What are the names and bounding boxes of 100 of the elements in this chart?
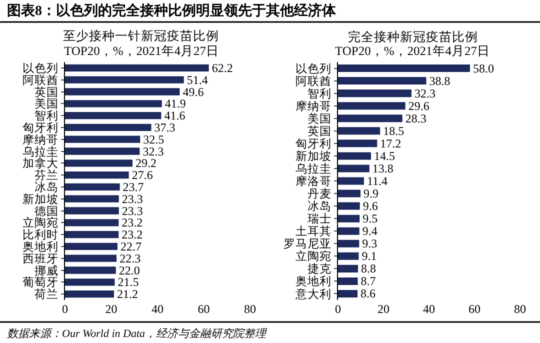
y-tick-label: 美国 <box>34 96 59 111</box>
x-tick-label: 20 <box>105 302 118 316</box>
y-tick-label: 立陶宛 <box>296 249 332 264</box>
y-tick-label: 德国 <box>34 204 59 218</box>
y-tick-label: 葡萄牙 <box>22 276 59 290</box>
data-label: 49.6 <box>182 84 204 99</box>
data-label: 29.6 <box>408 98 430 113</box>
y-tick-label: 荷兰 <box>34 287 59 302</box>
bar <box>338 77 426 85</box>
y-tick-label: 瑞士 <box>308 212 332 226</box>
y-tick-label: 冰岛 <box>34 180 59 194</box>
data-label: 23.3 <box>122 192 143 206</box>
x-tick-label: 0 <box>335 302 341 316</box>
y-tick-label: 乌拉圭 <box>296 162 332 176</box>
bar <box>338 164 370 172</box>
bar <box>65 254 117 262</box>
data-label: 41.9 <box>164 96 186 111</box>
bar <box>65 230 119 238</box>
data-label: 13.8 <box>372 161 394 176</box>
data-label: 8.6 <box>360 286 376 301</box>
data-label: 23.2 <box>122 216 143 230</box>
data-label: 32.5 <box>143 132 164 146</box>
bar <box>65 88 180 96</box>
bar <box>338 152 371 160</box>
bar <box>338 177 364 185</box>
y-tick-label: 乌拉圭 <box>22 145 59 158</box>
bar <box>65 64 209 72</box>
y-tick-label: 罗马尼亚 <box>284 238 332 251</box>
bar <box>338 114 402 122</box>
data-label: 27.6 <box>132 168 153 182</box>
data-label: 9.9 <box>364 186 379 201</box>
data-label: 51.4 <box>186 72 208 87</box>
y-tick-label: 英国 <box>308 124 332 138</box>
y-tick-label: 土耳其 <box>296 225 332 238</box>
bar <box>338 190 361 198</box>
bar <box>338 102 406 110</box>
bar <box>65 136 140 143</box>
x-tick-label: 80 <box>514 302 526 316</box>
data-label: 58.0 <box>472 61 494 76</box>
bar <box>338 290 358 298</box>
y-tick-label: 奥地利 <box>22 240 59 254</box>
bar <box>338 214 360 222</box>
bar <box>65 242 118 250</box>
data-label: 14.5 <box>374 148 395 163</box>
bar <box>65 278 115 286</box>
data-label: 23.3 <box>122 204 143 218</box>
data-label: 21.2 <box>117 287 138 302</box>
y-tick-label: 芬兰 <box>34 168 59 182</box>
y-tick-label: 以色列 <box>296 62 332 76</box>
data-label: 22.7 <box>120 239 142 254</box>
data-label: 38.8 <box>429 74 450 88</box>
chart-title: 至少接种一针新冠疫苗比例 <box>63 29 219 43</box>
x-tick-label: 60 <box>198 302 210 316</box>
y-tick-label: 捷克 <box>308 262 332 276</box>
data-label: 23.7 <box>122 180 144 194</box>
data-label: 29.2 <box>136 156 157 170</box>
data-label: 37.3 <box>154 120 176 134</box>
data-label: 22.0 <box>118 263 140 278</box>
chart-subtitle: TOP20，%，2021年4月27日 <box>335 44 490 58</box>
data-label: 9.3 <box>362 236 378 251</box>
bar <box>65 171 129 179</box>
bar <box>338 264 358 272</box>
data-label: 17.2 <box>380 136 402 150</box>
bar <box>338 64 470 72</box>
data-label: 32.3 <box>414 86 436 100</box>
y-tick-label: 意大利 <box>294 288 332 301</box>
y-tick-label: 阿联酋 <box>296 74 332 88</box>
data-label: 11.4 <box>366 174 388 188</box>
data-label: 22.3 <box>120 251 141 266</box>
data-label: 18.5 <box>383 124 404 138</box>
bar <box>65 124 152 132</box>
bar <box>338 140 378 148</box>
y-tick-label: 奥地利 <box>296 275 332 288</box>
y-tick-label: 阿联酋 <box>22 74 59 87</box>
bar <box>338 277 358 285</box>
bar <box>65 195 119 202</box>
x-tick-label: 20 <box>378 302 390 316</box>
data-label: 62.2 <box>212 60 233 75</box>
data-label: 9.4 <box>362 224 378 238</box>
x-tick-label: 40 <box>423 302 435 316</box>
y-tick-label: 以色列 <box>22 62 59 75</box>
data-label: 23.2 <box>122 228 143 242</box>
y-tick-label: 摩纳哥 <box>22 132 59 146</box>
data-label: 8.8 <box>361 262 376 276</box>
data-label: 28.3 <box>405 111 426 126</box>
y-tick-label: 立陶宛 <box>22 216 59 230</box>
data-label: 9.1 <box>362 249 377 264</box>
x-tick-label: 40 <box>152 302 164 316</box>
y-tick-label: 西班牙 <box>22 252 59 266</box>
bar <box>338 227 360 235</box>
y-tick-label: 比利时 <box>22 228 59 242</box>
y-tick-label: 匈牙利 <box>296 137 332 150</box>
chart-subtitle: TOP20，%，2021年4月27日 <box>64 44 220 58</box>
y-tick-label: 加拿大 <box>22 157 59 170</box>
source-note: 数据来源：Our World in Data，经济与金融研究院整理 <box>7 327 268 340</box>
y-tick-label: 智利 <box>34 110 59 123</box>
y-tick-label: 摩洛哥 <box>296 174 332 188</box>
bar <box>65 207 119 214</box>
chart-title: 完全接种新冠疫苗比例 <box>348 29 478 44</box>
y-tick-label: 挪威 <box>34 264 59 278</box>
